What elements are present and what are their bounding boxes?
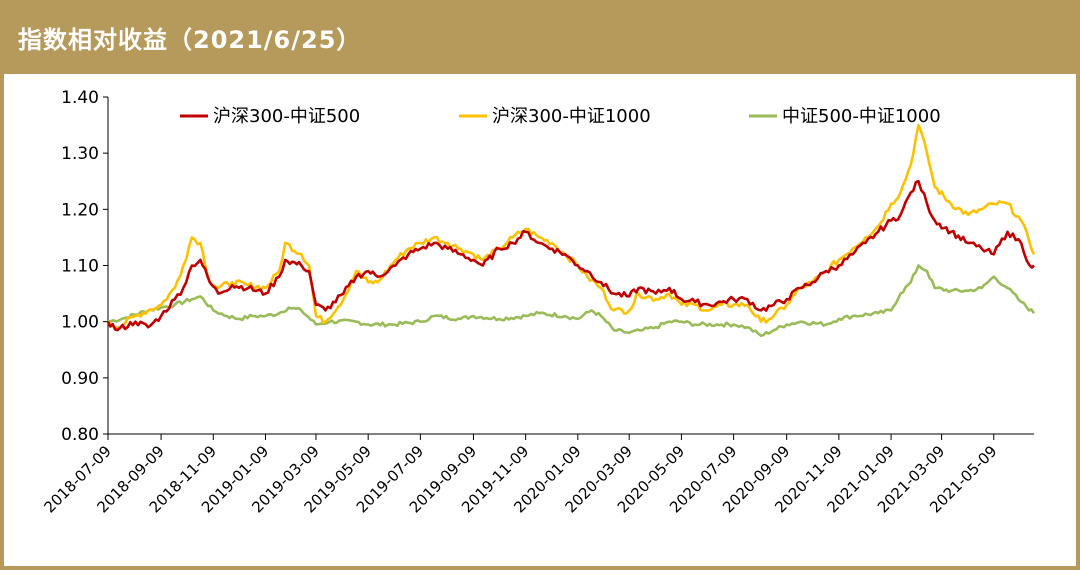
y-tick-label: 1.00 — [61, 313, 99, 333]
y-tick-label: 1.40 — [61, 88, 99, 108]
chart-title: 指数相对收益（2021/6/25） — [18, 20, 361, 55]
header-bar: 指数相对收益（2021/6/25） — [0, 0, 1080, 74]
series-line-2 — [108, 125, 1034, 328]
series-line-1 — [108, 181, 1034, 330]
y-tick-label: 1.30 — [61, 144, 99, 164]
chart-frame: 指数相对收益（2021/6/25） 0.80 0.90 1.00 1.10 1.20 1.… — [0, 0, 1080, 570]
legend-label-2: 沪深300-中证1000 — [492, 106, 651, 127]
y-tick-label: 1.10 — [61, 257, 99, 277]
chart-panel: 0.80 0.90 1.00 1.10 1.20 1.30 1.40 2018-07-09 20… — [4, 74, 1076, 566]
y-tick-label: 1.20 — [61, 200, 99, 220]
line-chart: 0.800.901.001.101.201.301.402018-07-0920… — [4, 74, 1076, 566]
y-tick-label: 0.80 — [61, 425, 99, 445]
series-line-3 — [108, 266, 1034, 336]
legend-label-3: 中证500-中证1000 — [782, 106, 941, 127]
y-tick-label: 0.90 — [61, 369, 99, 389]
legend-label-1: 沪深300-中证500 — [213, 106, 360, 127]
